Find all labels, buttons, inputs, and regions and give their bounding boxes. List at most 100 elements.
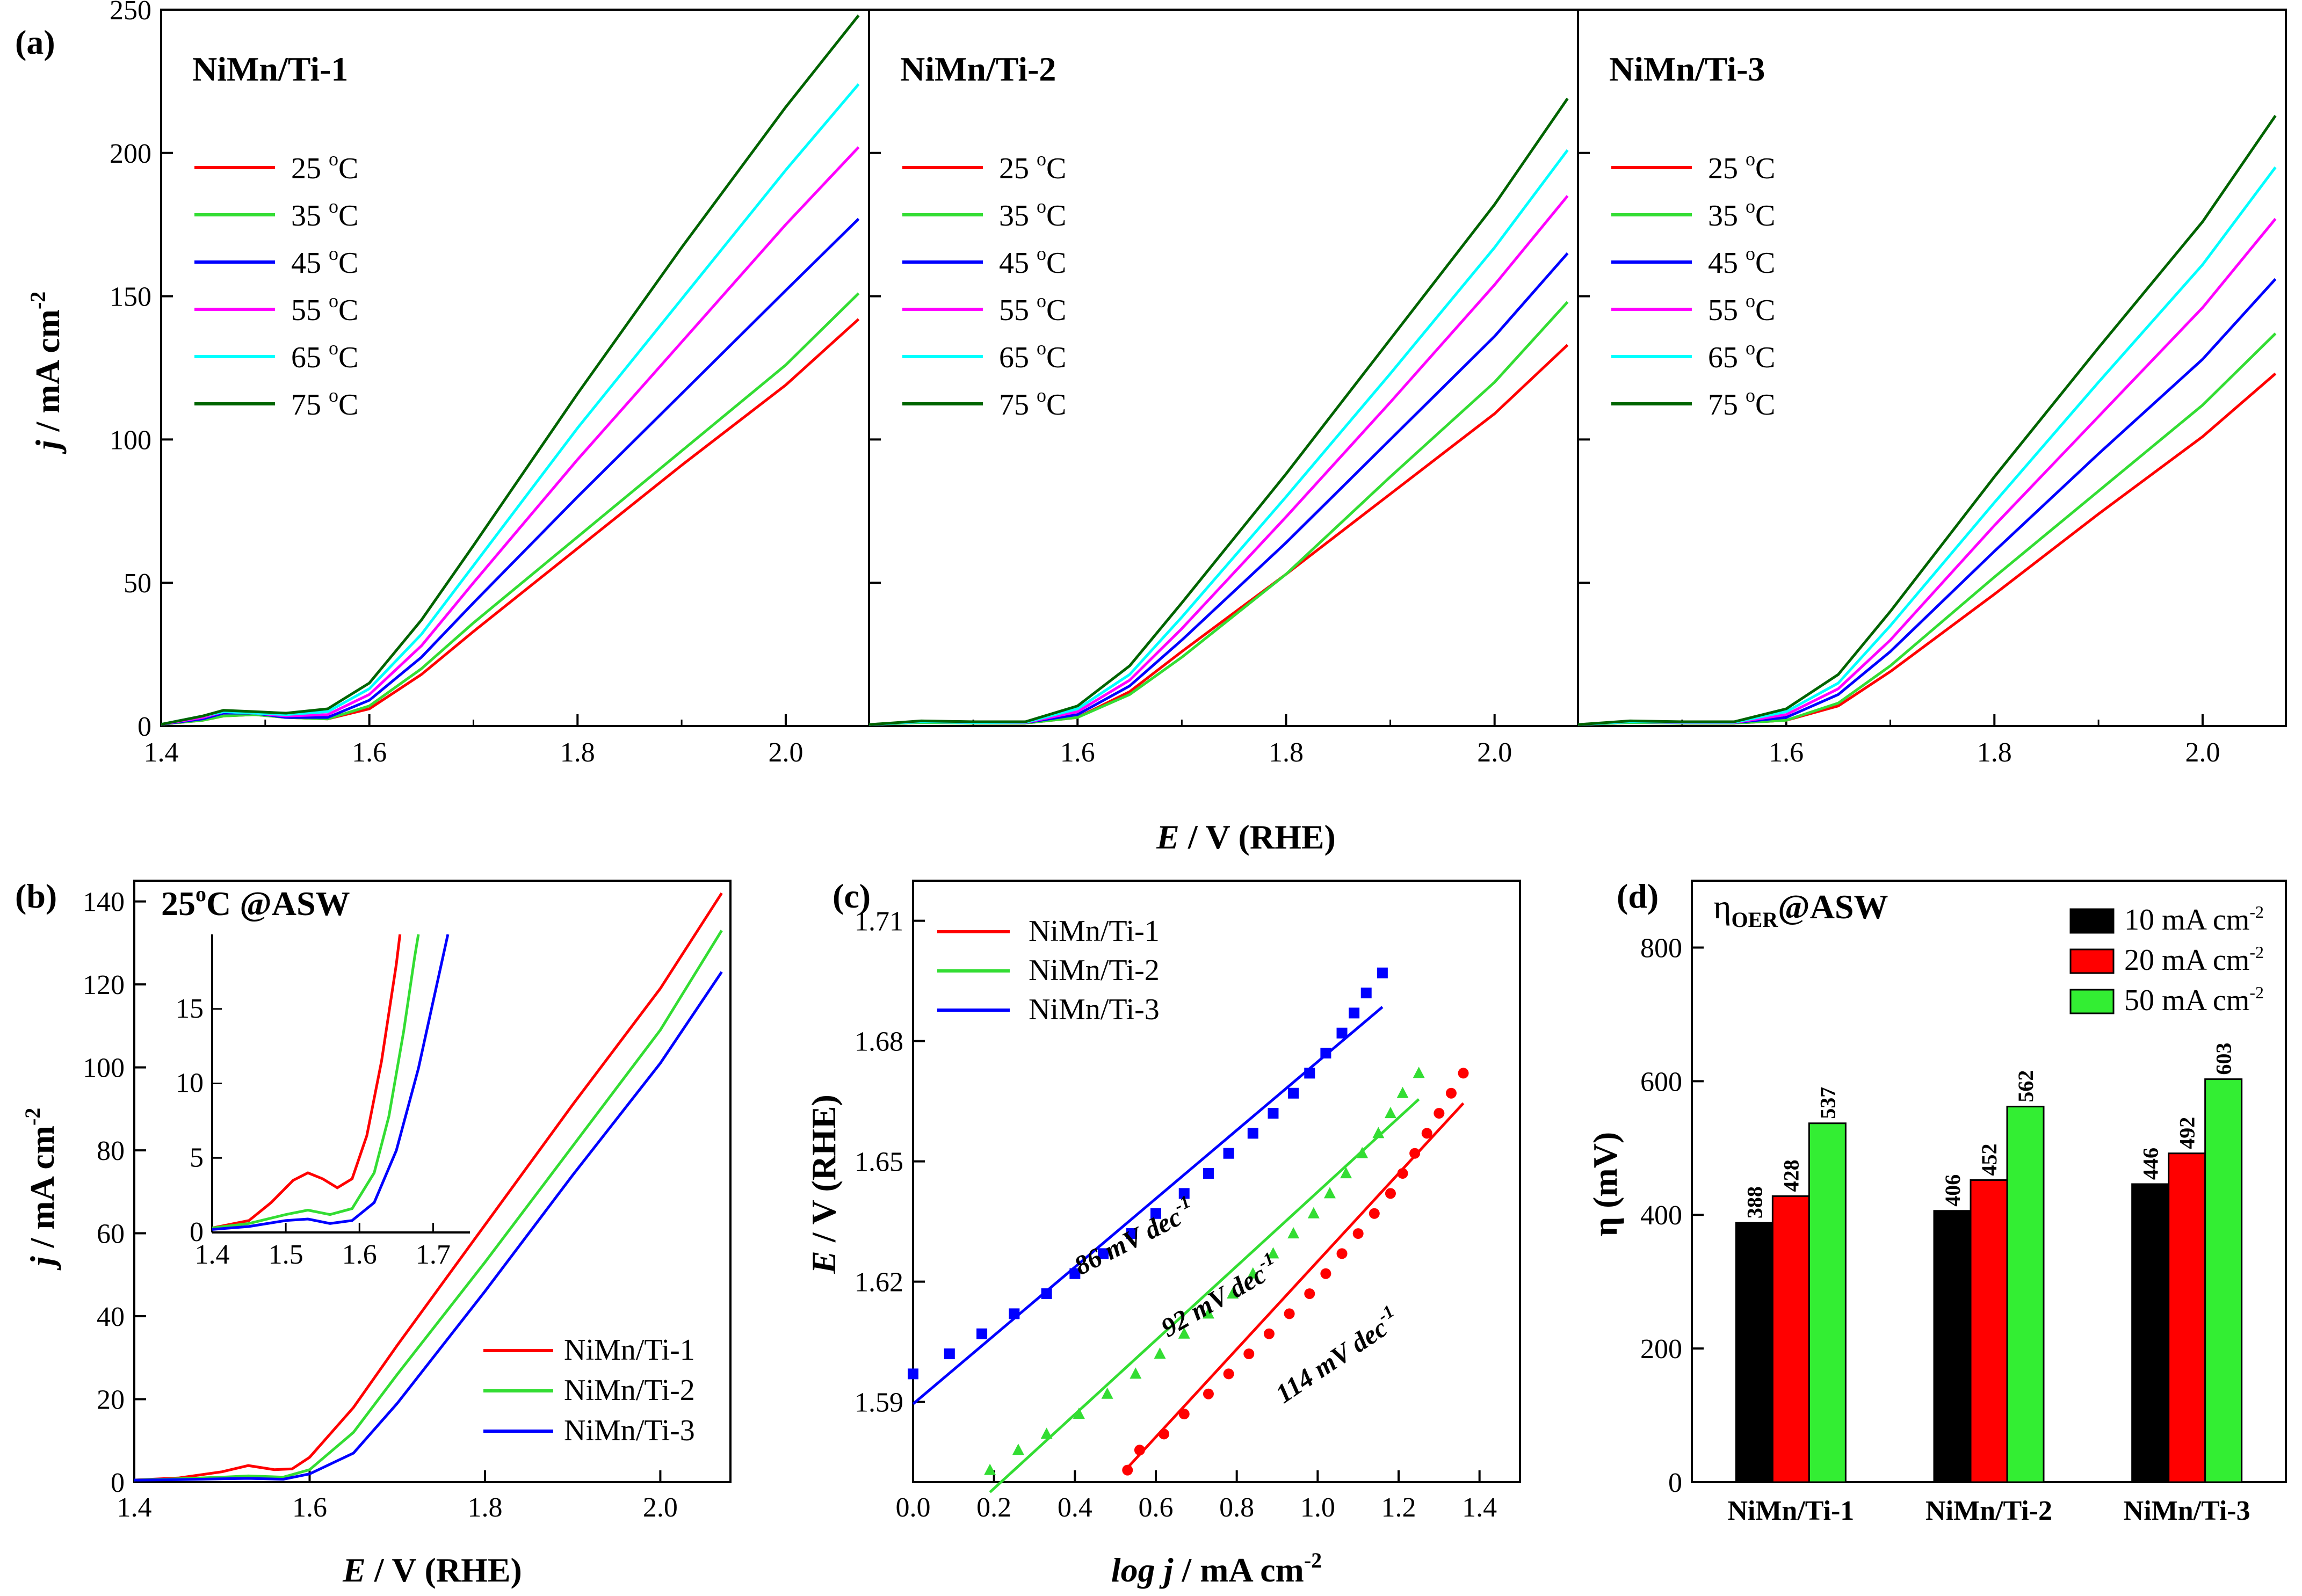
y-tick-label: 80 bbox=[97, 1136, 125, 1166]
slope-label: 86 mV dec-1 bbox=[1068, 1192, 1200, 1281]
y-tick-label: 120 bbox=[83, 970, 125, 1000]
data-point bbox=[1122, 1464, 1133, 1476]
data-point bbox=[1304, 1068, 1315, 1079]
legend-entry: 55 oC bbox=[291, 290, 358, 327]
legend-entry: NiMn/Ti-2 bbox=[564, 1374, 695, 1407]
degree-sup: o bbox=[1746, 337, 1755, 359]
ylabel-sup: -2 bbox=[26, 292, 50, 309]
y-tick-label: 40 bbox=[97, 1302, 125, 1332]
text-span: / mA cm bbox=[28, 309, 67, 440]
y-tick-label: 400 bbox=[1640, 1200, 1682, 1231]
legend-entry: NiMn/Ti-1 bbox=[564, 1333, 695, 1367]
y-tick-label: 0 bbox=[1668, 1468, 1682, 1498]
subpanel-title: NiMn/Ti-2 bbox=[900, 50, 1056, 88]
text-span: 45 bbox=[291, 246, 329, 280]
data-point bbox=[1009, 1308, 1020, 1319]
legend-entry: 35 oC bbox=[291, 195, 358, 233]
degree-sup: o bbox=[1746, 290, 1755, 311]
curve-75C bbox=[868, 97, 1569, 726]
x-tick-label: 1.8 bbox=[467, 1492, 502, 1523]
data-point bbox=[1434, 1108, 1445, 1119]
data-point bbox=[1287, 1227, 1300, 1239]
bar bbox=[2131, 1183, 2170, 1483]
text-span: C bbox=[338, 341, 358, 374]
legend-swatch bbox=[2069, 948, 2115, 974]
y-tick-label: 140 bbox=[83, 887, 125, 918]
inset-y-tick-label: 5 bbox=[190, 1142, 204, 1173]
text-span: 35 bbox=[999, 199, 1037, 233]
panel-d: 0 200 400 600 800 NiMn/Ti-1 388 428 537 NiMn/Ti-2… bbox=[1586, 877, 2287, 1526]
data-point bbox=[1134, 1445, 1145, 1456]
data-point bbox=[1385, 1188, 1396, 1199]
y-tick-label: 1.59 bbox=[855, 1388, 903, 1418]
x-tick-label: 0.8 bbox=[1219, 1492, 1254, 1523]
data-point bbox=[1372, 1127, 1385, 1138]
legend-entry: 75 oC bbox=[291, 385, 358, 422]
degree-sup: o bbox=[329, 337, 338, 359]
inset-x-tick-label: 1.7 bbox=[416, 1239, 451, 1270]
panel-d-ylabel: η (mV) bbox=[1586, 1132, 1624, 1237]
legend-entry: NiMn/Ti-3 bbox=[564, 1414, 695, 1447]
curve-25C bbox=[1577, 372, 2277, 726]
ylabel-sup: -2 bbox=[20, 1108, 45, 1126]
title-sup: o bbox=[196, 882, 206, 906]
y-tick-label: 0 bbox=[111, 1468, 125, 1498]
legend-entry: 75 oC bbox=[1708, 385, 1775, 422]
legend-entry: 10 mA cm-2 bbox=[2124, 902, 2264, 937]
curve-NiMn/Ti-3 bbox=[134, 971, 723, 1482]
data-point bbox=[1069, 1268, 1081, 1279]
data-point bbox=[976, 1328, 988, 1339]
data-point bbox=[1130, 1367, 1142, 1379]
data-point bbox=[1304, 1288, 1315, 1300]
bar bbox=[1970, 1179, 2008, 1483]
curve-55C bbox=[1577, 217, 2277, 726]
x-tick-label: 1.6 bbox=[1769, 737, 1804, 768]
inset-x-tick-label: 1.5 bbox=[269, 1239, 303, 1270]
bar bbox=[2204, 1078, 2243, 1483]
text-span: E bbox=[1156, 818, 1179, 856]
legend-entry: NiMn/Ti-3 bbox=[1029, 993, 1160, 1026]
text-span: C bbox=[338, 388, 358, 422]
bar bbox=[2168, 1152, 2206, 1483]
y-tick-label: 1.68 bbox=[855, 1027, 903, 1057]
text-span: j bbox=[23, 1256, 61, 1271]
x-tick-label: 0.0 bbox=[896, 1492, 931, 1523]
data-point bbox=[1445, 1087, 1457, 1099]
panel-label-d: (d) bbox=[1617, 877, 1659, 915]
inset-x-tick-label: 1.4 bbox=[195, 1239, 230, 1270]
series-NiMn/Ti-3 bbox=[908, 967, 1388, 1405]
text-span: 25 bbox=[1708, 152, 1746, 185]
data-point bbox=[1458, 1068, 1469, 1079]
text-span: C bbox=[1755, 152, 1775, 185]
text-span: C @ASW bbox=[206, 884, 350, 923]
x-tick-label: 0.6 bbox=[1139, 1492, 1174, 1523]
legend-entry: NiMn/Ti-2 bbox=[1029, 954, 1160, 987]
category-label: NiMn/Ti-3 bbox=[2124, 1496, 2250, 1526]
legend-entry: 55 oC bbox=[999, 290, 1066, 327]
data-point bbox=[1349, 1007, 1360, 1019]
bar-value-label: 428 bbox=[1779, 1159, 1803, 1192]
curve-45C bbox=[868, 252, 1569, 726]
text-span: 10 mA cm bbox=[2124, 903, 2249, 937]
panel-b-title: 25oC @ASW bbox=[161, 882, 350, 923]
legend-entry: 55 oC bbox=[1708, 290, 1775, 327]
text-span: / V (RHE) bbox=[1179, 818, 1336, 856]
curve-25C bbox=[161, 318, 860, 726]
panel-d-title: ηOER@ASW bbox=[1713, 888, 1888, 932]
x-tick-label: 1.2 bbox=[1381, 1492, 1416, 1523]
text-span: C bbox=[338, 152, 358, 185]
x-tick-label: 2.0 bbox=[1477, 737, 1512, 768]
curve-65C bbox=[161, 83, 860, 726]
text-span: 75 bbox=[1708, 388, 1746, 422]
data-point bbox=[1178, 1327, 1190, 1339]
text-span: 55 bbox=[999, 294, 1037, 327]
x-tick-label: 2.0 bbox=[2185, 737, 2220, 768]
legend-sup: -2 bbox=[2249, 942, 2264, 962]
inset-x-tick-label: 1.6 bbox=[342, 1239, 377, 1270]
bar bbox=[1808, 1122, 1847, 1483]
series-NiMn/Ti-2 bbox=[984, 1067, 1425, 1493]
legend-swatch bbox=[2069, 908, 2115, 934]
legend-swatch bbox=[2069, 989, 2115, 1014]
subpanel-1: 1.4 1.6 1.8 2.0 0 50 100 150 200 250 NiMn/Ti-1 25 o… bbox=[110, 0, 860, 768]
y-tick-label: 150 bbox=[110, 282, 151, 313]
